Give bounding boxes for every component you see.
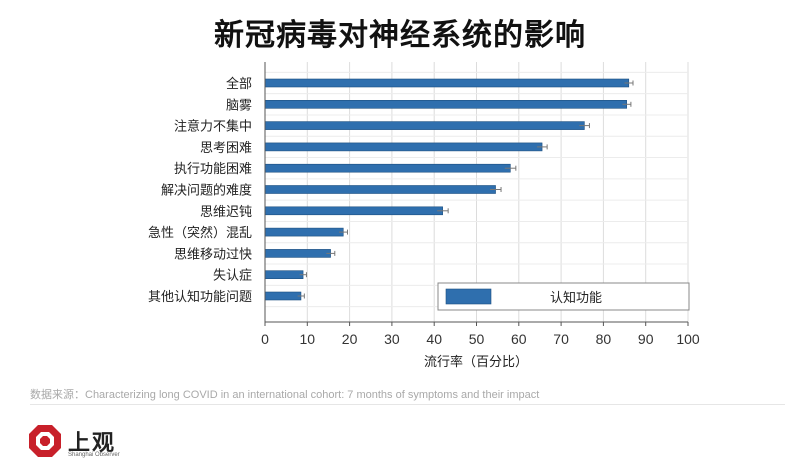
x-tick-label: 70: [553, 331, 569, 347]
x-tick-label: 60: [511, 331, 527, 347]
bar: [264, 291, 302, 301]
bar: [264, 163, 511, 173]
category-label: 失认症: [213, 269, 252, 284]
bar: [264, 78, 630, 88]
x-tick-label: 0: [261, 331, 269, 347]
bar: [264, 185, 496, 194]
category-label: 思维迟钝: [200, 205, 252, 220]
bar: [264, 206, 443, 216]
bar: [264, 270, 304, 280]
source-text: 数据来源：Characterizing long COVID in an int…: [30, 389, 540, 401]
octagon-logo-icon: [29, 425, 61, 457]
category-label: 急性（突然）混乱: [148, 225, 252, 241]
bar: [264, 142, 543, 152]
category-label: 思维移动过快: [174, 247, 252, 262]
x-tick-label: 30: [384, 331, 400, 347]
category-label: 其他认知功能问题: [148, 289, 252, 305]
x-tick-label: 10: [300, 331, 316, 347]
bar: [264, 121, 585, 130]
category-label: 全部: [226, 76, 252, 92]
bar: [264, 100, 627, 109]
logo-subtitle: Shanghai Observer: [68, 452, 120, 458]
x-tick-label: 80: [596, 331, 612, 347]
category-label: 解决问题的难度: [161, 183, 252, 199]
category-label: 思考困难: [200, 141, 252, 156]
footer-divider: [30, 404, 785, 405]
category-label: 执行功能困难: [174, 162, 252, 177]
chart-title: 新冠病毒对神经系统的影响: [214, 18, 586, 53]
legend-label: 认知功能: [550, 290, 602, 306]
bar: [264, 249, 331, 258]
logo-name: 上观: [68, 431, 117, 456]
category-label: 注意力不集中: [174, 119, 252, 135]
bar: [264, 227, 344, 237]
brand-logo: 上观 Shanghai Observer: [28, 424, 148, 464]
x-tick-label: 50: [469, 331, 485, 347]
legend-swatch: [445, 288, 492, 305]
x-tick-label: 100: [676, 331, 700, 347]
bar-chart: 全部脑雾注意力不集中思考困难执行功能困难解决问题的难度思维迟钝急性（突然）混乱思…: [148, 62, 700, 370]
x-tick-label: 40: [426, 331, 442, 347]
category-label: 脑雾: [226, 98, 252, 113]
x-tick-label: 20: [342, 331, 358, 347]
x-axis-label: 流行率（百分比）: [424, 354, 528, 370]
x-tick-label: 90: [638, 331, 654, 347]
